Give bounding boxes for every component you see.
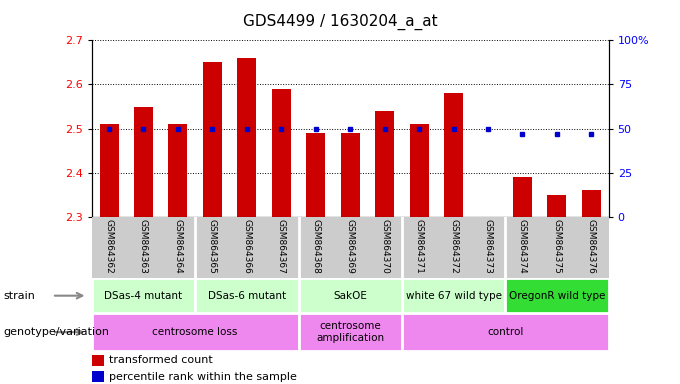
Text: GSM864370: GSM864370 — [380, 219, 389, 274]
Bar — [402, 278, 505, 313]
Bar — [195, 278, 299, 313]
Text: GSM864375: GSM864375 — [552, 219, 562, 274]
Text: GSM864376: GSM864376 — [587, 219, 596, 274]
Bar — [444, 93, 463, 217]
Text: SakOE: SakOE — [333, 291, 367, 301]
Text: centrosome loss: centrosome loss — [152, 327, 238, 337]
Text: GSM864373: GSM864373 — [483, 219, 492, 274]
Text: strain: strain — [3, 291, 35, 301]
Text: GSM864371: GSM864371 — [415, 219, 424, 274]
Bar — [92, 278, 195, 313]
Text: DSas-4 mutant: DSas-4 mutant — [105, 291, 182, 301]
Bar — [299, 313, 402, 351]
Bar — [92, 313, 299, 351]
Text: percentile rank within the sample: percentile rank within the sample — [109, 372, 296, 382]
Text: GSM864374: GSM864374 — [518, 219, 527, 273]
Bar — [306, 133, 325, 217]
Bar — [237, 58, 256, 217]
Bar — [402, 313, 609, 351]
Bar — [169, 124, 188, 217]
Text: genotype/variation: genotype/variation — [3, 327, 109, 337]
Text: GSM864369: GSM864369 — [345, 219, 355, 274]
Text: GSM864362: GSM864362 — [105, 219, 114, 273]
Text: GSM864368: GSM864368 — [311, 219, 320, 274]
Bar — [341, 133, 360, 217]
Bar — [299, 278, 402, 313]
Text: GSM864366: GSM864366 — [242, 219, 252, 274]
Bar — [513, 177, 532, 217]
Text: OregonR wild type: OregonR wild type — [509, 291, 605, 301]
Text: transformed count: transformed count — [109, 355, 213, 365]
Bar — [409, 124, 428, 217]
Text: GSM864367: GSM864367 — [277, 219, 286, 274]
Bar — [375, 111, 394, 217]
Bar — [272, 89, 291, 217]
Text: control: control — [487, 327, 524, 337]
Text: white 67 wild type: white 67 wild type — [405, 291, 502, 301]
Text: centrosome
amplification: centrosome amplification — [316, 321, 384, 343]
Bar — [203, 63, 222, 217]
Text: GSM864365: GSM864365 — [208, 219, 217, 274]
Bar — [92, 371, 104, 382]
Bar — [582, 190, 601, 217]
Text: GSM864364: GSM864364 — [173, 219, 182, 273]
Bar — [547, 195, 566, 217]
Bar — [505, 278, 609, 313]
Bar — [134, 107, 153, 217]
Text: GSM864363: GSM864363 — [139, 219, 148, 274]
Bar — [99, 124, 118, 217]
Text: GDS4499 / 1630204_a_at: GDS4499 / 1630204_a_at — [243, 13, 437, 30]
Bar — [92, 355, 104, 366]
Text: GSM864372: GSM864372 — [449, 219, 458, 273]
Text: DSas-6 mutant: DSas-6 mutant — [208, 291, 286, 301]
